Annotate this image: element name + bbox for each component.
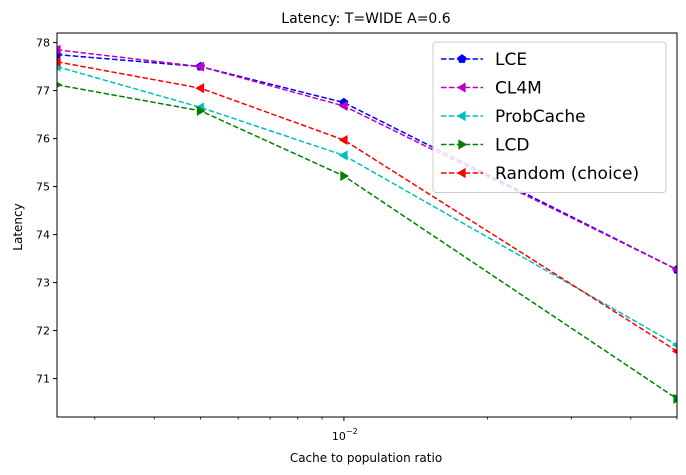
y-tick-label: 76	[36, 133, 50, 146]
series-line-2	[57, 65, 677, 346]
data-point-3-2	[340, 170, 350, 182]
data-point-2-3	[671, 342, 677, 348]
y-tick-label: 74	[36, 229, 50, 242]
y-tick-label: 71	[36, 373, 50, 386]
data-point-4-3	[671, 348, 677, 355]
legend-label-2: ProbCache	[495, 107, 586, 127]
data-point-3-1	[196, 105, 206, 116]
legend-label-3: LCD	[495, 136, 529, 156]
axes: 71 72 73 74 75 76 77 78 10 −2	[36, 32, 678, 443]
x-axis-label: Cache to population ratio	[290, 451, 442, 465]
legend-label-0: LCE	[495, 50, 527, 70]
series-line-3	[57, 84, 677, 400]
data-point-2-2	[338, 150, 348, 161]
legend-box	[432, 41, 667, 193]
y-axis-label: Latency	[11, 203, 25, 250]
x-tick-label: 10	[332, 430, 346, 443]
legend: LCE CL4M ProbCache LCD Random (choice)	[432, 41, 667, 193]
data-point-4-2	[338, 134, 348, 146]
legend-marker-2	[456, 110, 466, 122]
data-point-1-1	[195, 61, 205, 72]
series-line-4	[57, 61, 677, 352]
y-tick-label: 75	[36, 181, 50, 194]
chart-title: Latency: T=WIDE A=0.6	[281, 11, 450, 27]
legend-marker-1	[456, 82, 466, 93]
data-point-1-2	[338, 100, 348, 112]
data-point-4-0	[57, 56, 61, 67]
data-point-4-1	[195, 83, 205, 94]
data-point-3-3	[673, 393, 677, 404]
data-point-1-3	[671, 266, 677, 273]
y-tick-label: 72	[36, 325, 50, 338]
legend-marker-4	[456, 167, 466, 179]
legend-label-1: CL4M	[495, 79, 542, 99]
axes-frame	[56, 32, 678, 418]
y-tick-label: 77	[36, 85, 50, 98]
y-tick-label: 73	[36, 277, 50, 290]
data-point-1-0	[57, 44, 61, 55]
y-tick-label: 78	[36, 37, 50, 50]
legend-marker-3	[458, 139, 468, 150]
x-tick-exponent: −2	[346, 427, 358, 436]
legend-marker-0	[457, 54, 467, 63]
legend-label-4: Random (choice)	[495, 164, 639, 184]
data-point-3-0	[57, 81, 63, 88]
